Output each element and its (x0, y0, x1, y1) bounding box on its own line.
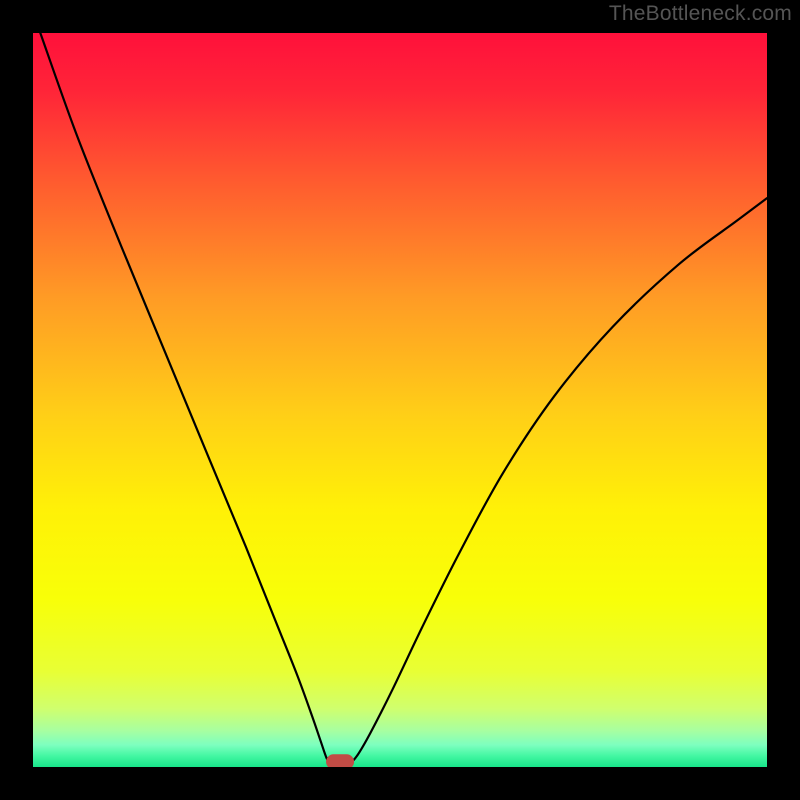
optimal-point-marker (326, 754, 354, 767)
attribution-text: TheBottleneck.com (609, 2, 792, 26)
plot-area (33, 33, 767, 767)
bottleneck-curve (33, 33, 767, 767)
chart-outer-frame: TheBottleneck.com (0, 0, 800, 800)
curve-path (40, 33, 767, 767)
